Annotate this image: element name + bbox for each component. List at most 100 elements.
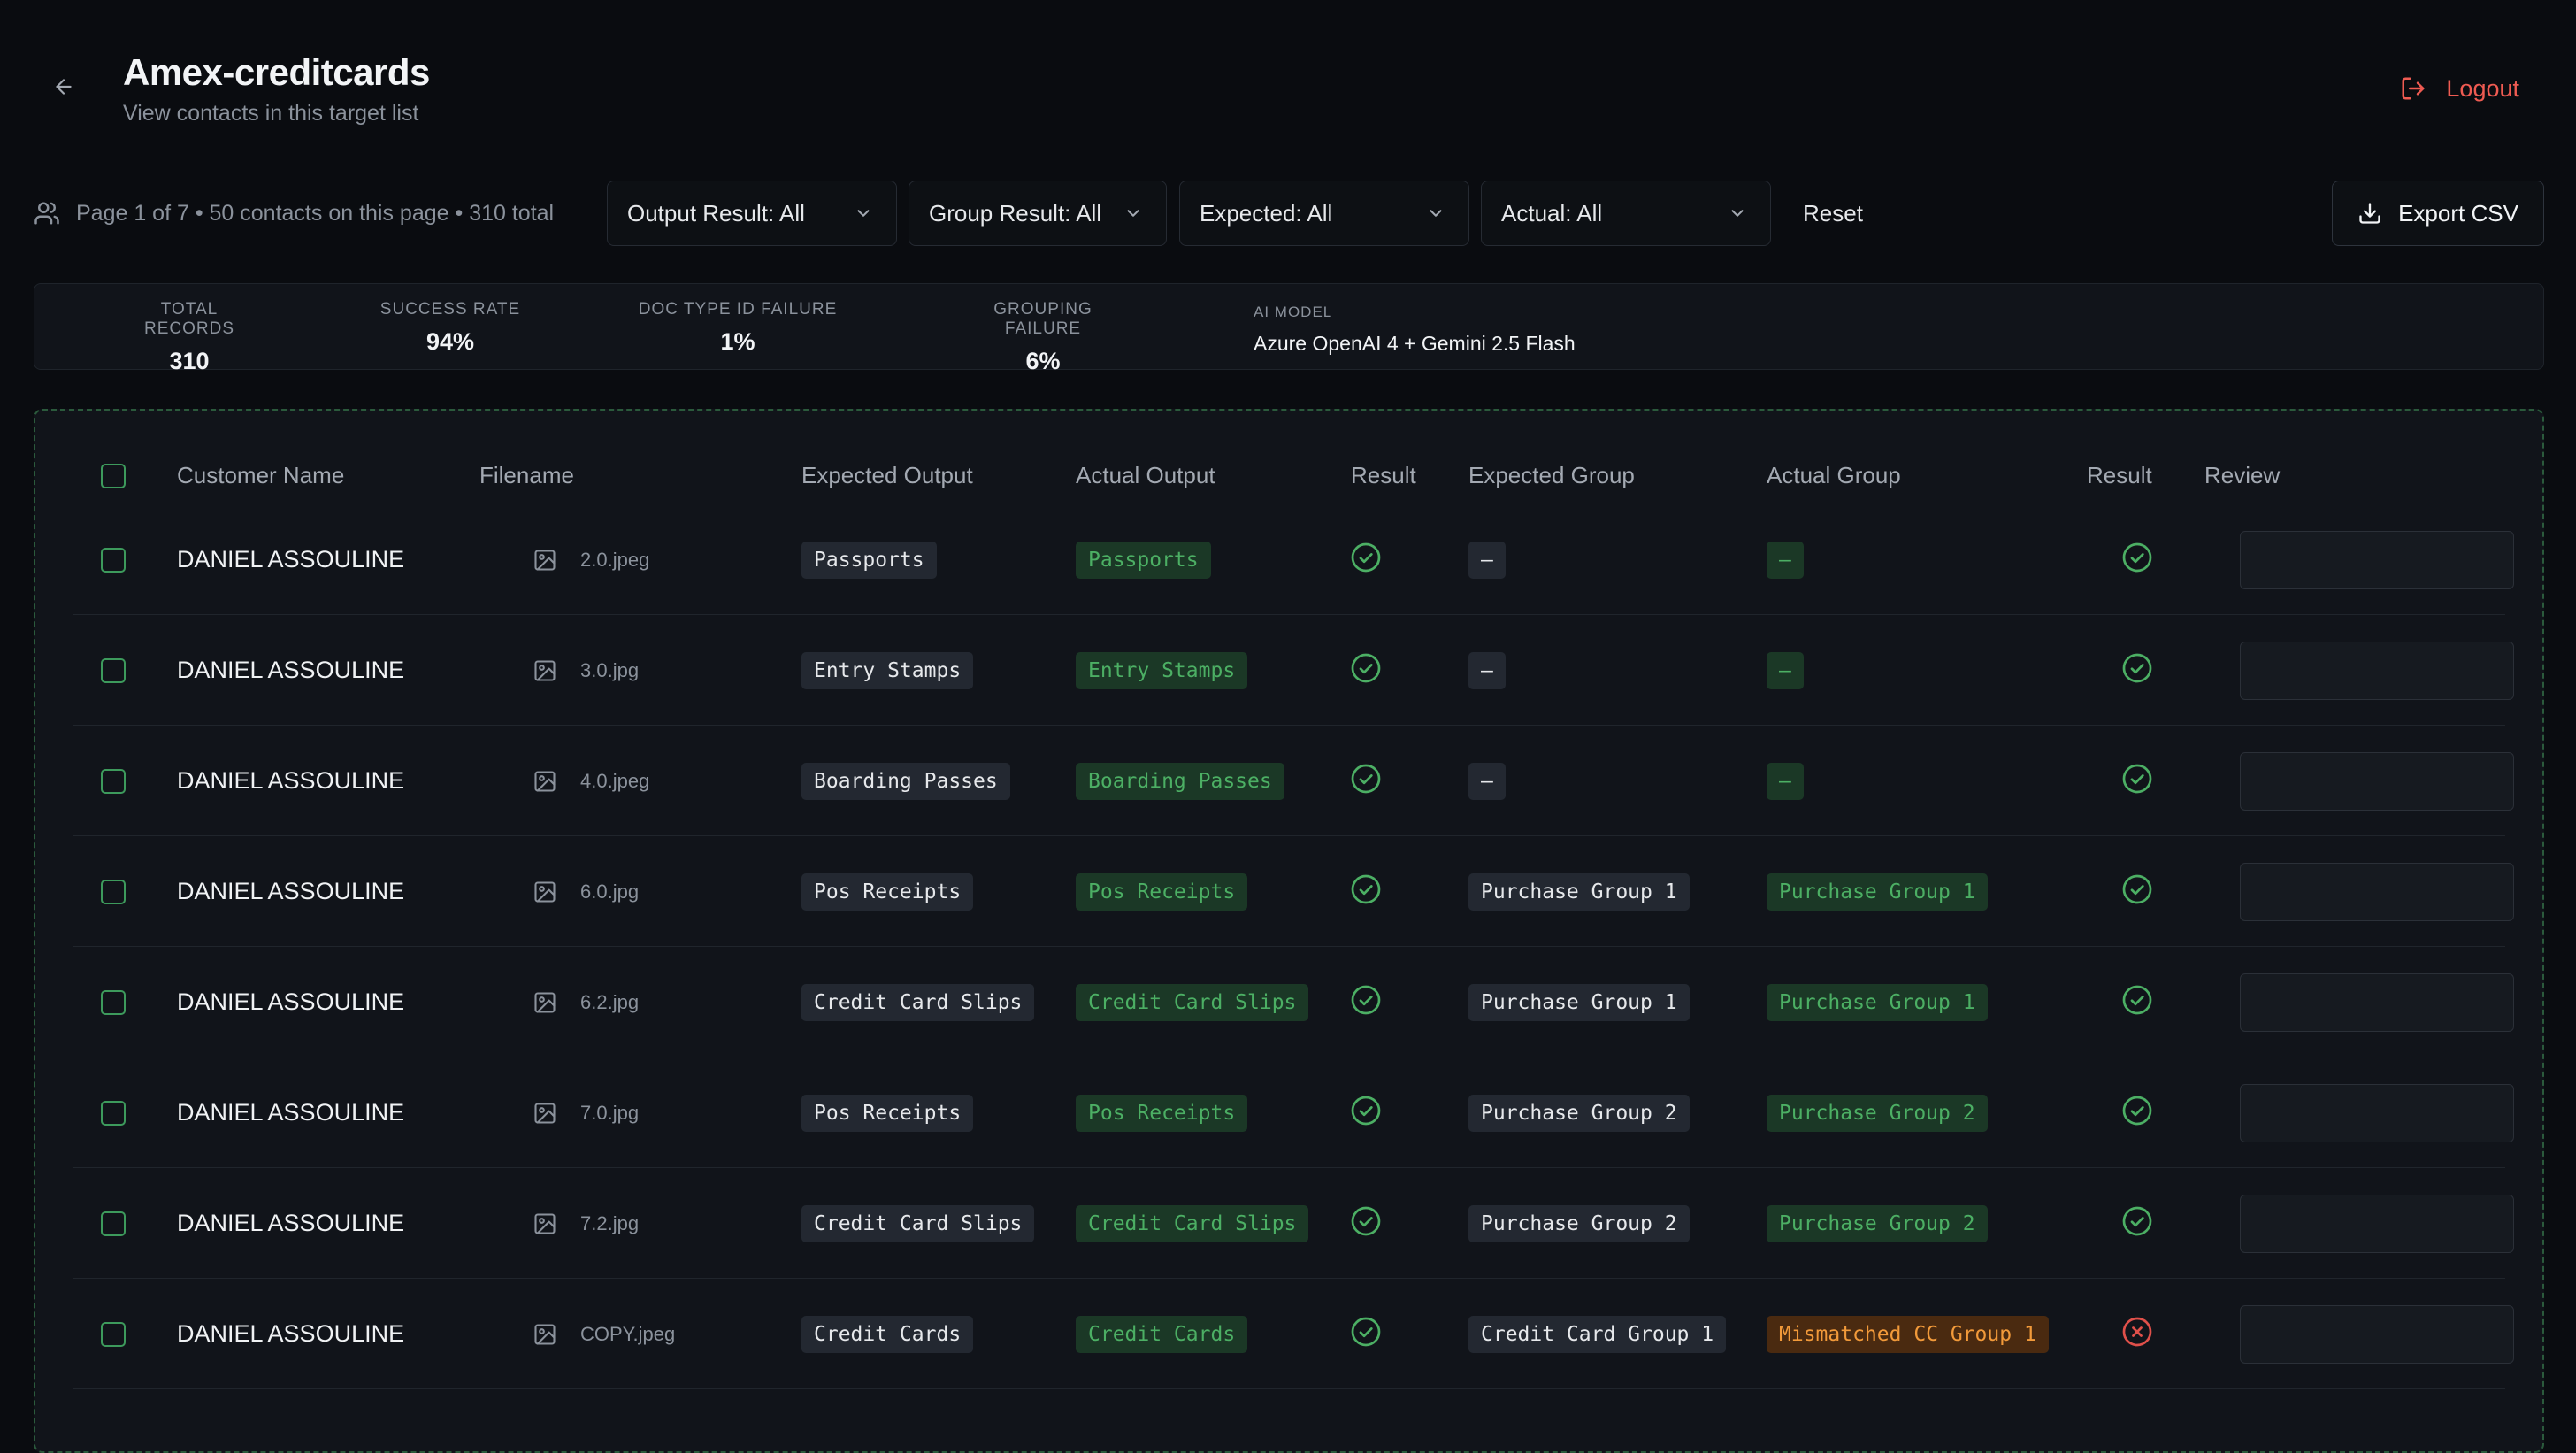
actual-output-cell: Credit Card Slips: [1076, 947, 1309, 1057]
review-cell: [2240, 726, 2514, 836]
check-circle-icon: [1350, 1316, 1382, 1352]
col-expected-group[interactable]: Expected Group: [1468, 462, 1635, 488]
chevron-down-icon: [1127, 210, 1139, 217]
stat-success-rate: SUCCESS RATE 94%: [380, 300, 521, 356]
actual-output-tag: Pos Receipts: [1076, 1094, 1248, 1132]
filename-cell[interactable]: 7.0.jpg: [533, 1057, 639, 1168]
check-circle-icon: [2121, 873, 2153, 910]
actual-output-cell: Pos Receipts: [1076, 836, 1248, 947]
table-row: DANIEL ASSOULINE 7.2.jpg Credit Card Slips…: [73, 1168, 2514, 1279]
toolbar: Page 1 of 7 • 50 contacts on this page •…: [34, 181, 2544, 246]
filename-cell[interactable]: 3.0.jpg: [533, 615, 639, 726]
row-checkbox-cell: [101, 1057, 126, 1168]
group-result-cell: [2121, 836, 2153, 947]
actual-group-tag: Purchase Group 1: [1767, 983, 1988, 1021]
result-cell: [1350, 1279, 1382, 1389]
expected-output-tag: Credit Card Slips: [801, 1204, 1035, 1242]
expected-filter[interactable]: Expected: All: [1179, 181, 1469, 246]
logout-label: Logout: [2446, 74, 2519, 102]
expected-group-tag: Purchase Group 2: [1468, 1094, 1690, 1132]
actual-filter[interactable]: Actual: All: [1481, 181, 1771, 246]
actual-output-tag: Boarding Passes: [1076, 762, 1284, 800]
row-checkbox[interactable]: [101, 1321, 126, 1347]
col-filename[interactable]: Filename: [479, 462, 574, 488]
actual-output-cell: Credit Cards: [1076, 1279, 1248, 1389]
review-input[interactable]: [2240, 530, 2514, 589]
image-icon: [533, 769, 557, 794]
customer-name: DANIEL ASSOULINE: [177, 546, 405, 573]
row-checkbox[interactable]: [101, 1211, 126, 1236]
result-cell: [1350, 504, 1382, 615]
row-checkbox[interactable]: [101, 1100, 126, 1126]
actual-group-cell: Purchase Group 1: [1767, 947, 1988, 1057]
col-result[interactable]: Result: [1351, 462, 1416, 488]
group-result-filter[interactable]: Group Result: All: [908, 181, 1167, 246]
back-button[interactable]: [46, 69, 81, 104]
review-input[interactable]: [2240, 1083, 2514, 1142]
col-group-result[interactable]: Result: [2087, 462, 2152, 488]
expected-group-tag: Credit Card Group 1: [1468, 1315, 1727, 1353]
col-actual-group[interactable]: Actual Group: [1767, 462, 1901, 488]
customer-name: DANIEL ASSOULINE: [177, 1320, 405, 1347]
review-input[interactable]: [2240, 862, 2514, 921]
row-checkbox[interactable]: [101, 989, 126, 1015]
expected-group-tag: –: [1468, 762, 1506, 800]
export-label: Export CSV: [2398, 199, 2518, 227]
filename-cell[interactable]: COPY.jpeg: [533, 1279, 675, 1389]
filename: 4.0.jpeg: [580, 769, 650, 792]
filter-label: Output Result: All: [627, 199, 805, 227]
review-input[interactable]: [2240, 973, 2514, 1032]
check-circle-icon: [1350, 1205, 1382, 1242]
result-cell: [1350, 836, 1382, 947]
stat-label: GROUPING FAILURE: [993, 300, 1092, 338]
expected-output-cell: Credit Card Slips: [801, 947, 1035, 1057]
group-result-cell: [2121, 1057, 2153, 1168]
actual-group-tag: –: [1767, 762, 1804, 800]
stat-value: 6%: [1025, 348, 1061, 374]
review-input[interactable]: [2240, 1304, 2514, 1364]
filter-label: Actual: All: [1501, 199, 1603, 227]
row-checkbox[interactable]: [101, 547, 126, 573]
result-cell: [1350, 726, 1382, 836]
row-checkbox-cell: [101, 1168, 126, 1279]
col-expected-output[interactable]: Expected Output: [801, 462, 973, 488]
row-checkbox-cell: [101, 615, 126, 726]
logout-button[interactable]: Logout: [2400, 71, 2519, 106]
row-checkbox[interactable]: [101, 879, 126, 904]
expected-output-tag: Boarding Passes: [801, 762, 1010, 800]
check-circle-icon: [1350, 542, 1382, 578]
filename-cell[interactable]: 6.2.jpg: [533, 947, 639, 1057]
select-all-checkbox[interactable]: [101, 464, 126, 488]
stat-value: Azure OpenAI 4 + Gemini 2.5 Flash: [1254, 332, 1576, 355]
stats-bar: TOTAL RECORDS 310 SUCCESS RATE 94% DOC T…: [34, 283, 2544, 374]
check-circle-icon: [2121, 1095, 2153, 1131]
customer-name: DANIEL ASSOULINE: [177, 878, 405, 904]
row-checkbox-cell: [101, 726, 126, 836]
export-csv-button[interactable]: Export CSV: [2332, 181, 2544, 246]
col-actual-output[interactable]: Actual Output: [1076, 462, 1215, 488]
page-info: Page 1 of 7 • 50 contacts on this page •…: [34, 181, 554, 246]
check-circle-icon: [2121, 542, 2153, 578]
expected-group-cell: Purchase Group 1: [1468, 836, 1690, 947]
filename-cell[interactable]: 2.0.jpeg: [533, 504, 649, 615]
select-all-checkbox-cell: [101, 464, 126, 488]
review-cell: [2240, 1279, 2514, 1389]
review-cell: [2240, 1057, 2514, 1168]
image-icon: [533, 1322, 557, 1347]
filename-cell[interactable]: 6.0.jpg: [533, 836, 639, 947]
table-row: DANIEL ASSOULINE 6.2.jpg Credit Card Slips…: [73, 947, 2514, 1057]
row-checkbox[interactable]: [101, 768, 126, 794]
col-customer-name[interactable]: Customer Name: [177, 462, 345, 488]
row-checkbox[interactable]: [101, 657, 126, 683]
review-input[interactable]: [2240, 641, 2514, 700]
reset-button[interactable]: Reset: [1803, 199, 1863, 227]
review-input[interactable]: [2240, 1194, 2514, 1253]
filename-cell[interactable]: 7.2.jpg: [533, 1168, 639, 1279]
actual-output-cell: Boarding Passes: [1076, 726, 1284, 836]
output-result-filter[interactable]: Output Result: All: [607, 181, 897, 246]
stat-value: 94%: [426, 328, 475, 355]
filename-cell[interactable]: 4.0.jpeg: [533, 726, 649, 836]
review-input[interactable]: [2240, 751, 2514, 811]
expected-group-cell: –: [1468, 615, 1506, 726]
stat-total-records: TOTAL RECORDS 310: [123, 300, 256, 375]
